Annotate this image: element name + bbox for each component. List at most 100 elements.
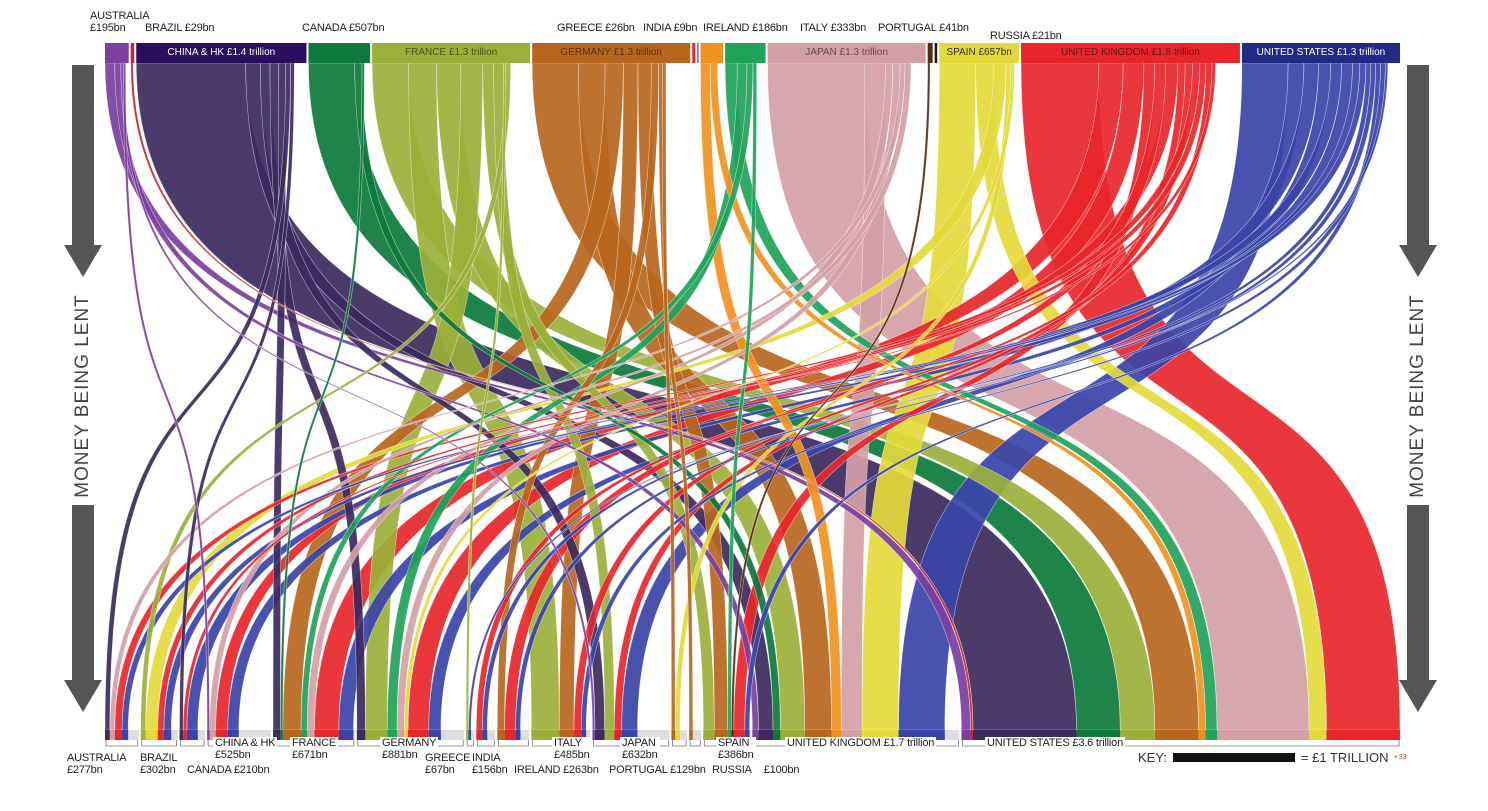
borrower-name: AUSTRALIA xyxy=(67,752,127,764)
lender-name: CANADA £507bn xyxy=(302,22,385,34)
lender-name: RUSSIA £21bn xyxy=(990,30,1062,42)
borrower-name: SPAIN xyxy=(718,737,750,749)
borrower-stripe xyxy=(365,730,388,740)
lender-segment-france xyxy=(372,43,531,63)
borrower-amount: £485bn xyxy=(554,749,590,761)
lender-segment-united-states xyxy=(1241,43,1400,63)
borrower-stripe xyxy=(573,730,582,740)
borrower-amount: £881bn xyxy=(382,749,418,761)
lender-name: ITALY £333bn xyxy=(800,22,867,34)
flow-band-germany-to-portugal xyxy=(661,62,676,731)
borrower-amount: £277bn xyxy=(67,764,103,776)
key-scale-bar xyxy=(1172,753,1295,762)
borrower-label-india: INDIA £156bn xyxy=(470,752,510,776)
borrower-amount: £632bn xyxy=(622,749,658,761)
flow-band-france-to-brazil xyxy=(140,62,512,731)
lender-segment-brazil xyxy=(130,43,135,63)
borrower-stripe xyxy=(140,730,146,740)
borrower-stripe xyxy=(163,730,172,740)
borrower-amount: £302bn xyxy=(140,764,176,776)
lender-segment-spain xyxy=(939,43,1020,63)
borrower-name: INDIA xyxy=(472,752,501,764)
borrower-stripe xyxy=(970,730,973,740)
borrower-bracket xyxy=(141,740,177,747)
flow-band-united-states-to-greece xyxy=(468,62,1389,731)
key-label: KEY: xyxy=(1138,750,1167,765)
lender-label-spain: SPAIN £657bn xyxy=(946,47,1012,58)
lender-label-india: INDIA £9bn xyxy=(643,22,697,34)
borrower-stripe xyxy=(773,730,781,740)
borrower-stripe xyxy=(1205,730,1217,740)
borrower-stripe xyxy=(898,730,945,740)
borrower-stripe xyxy=(179,730,184,740)
borrower-stripe xyxy=(703,730,715,740)
borrower-stripe xyxy=(314,730,339,740)
borrower-stripe xyxy=(861,730,899,740)
borrower-stripe xyxy=(1309,730,1327,740)
key-value: = £1 TRILLION xyxy=(1300,750,1389,765)
right-side-label: MONEY BEING LENT xyxy=(1407,294,1428,498)
borrower-stripe xyxy=(109,730,115,740)
lender-segment-china-hk xyxy=(136,43,307,63)
lender-amount: £195bn xyxy=(90,22,126,34)
lender-segment-germany xyxy=(532,43,691,63)
borrower-bracket xyxy=(466,740,474,747)
flow-band-australia-to-japan xyxy=(120,62,596,731)
borrower-stripe xyxy=(604,730,615,740)
lender-segment-russia xyxy=(934,43,938,63)
borrower-stripe xyxy=(727,730,732,740)
borrower-stripe xyxy=(186,730,198,740)
borrower-amount: £100bn xyxy=(763,764,800,776)
flow-band-united-kingdom-to-brazil xyxy=(157,62,1207,731)
left-arrow-shaft-bottom xyxy=(72,505,94,680)
borrower-stripe xyxy=(671,730,676,740)
borrower-name: ITALY xyxy=(554,737,582,749)
borrower-label-russia: RUSSIA £100bn xyxy=(710,764,802,776)
borrower-label-united-states: UNITED STATES £3.6 trillion xyxy=(985,737,1126,749)
borrower-stripe xyxy=(1154,730,1199,740)
lender-label-japan: JAPAN £1.3 trillion xyxy=(805,47,888,58)
borrower-stripe xyxy=(804,730,832,740)
borrower-stripe xyxy=(504,730,516,740)
borrower-name: PORTUGAL £129bn xyxy=(609,764,706,776)
borrower-stripe xyxy=(356,730,366,740)
borrower-stripe xyxy=(273,730,281,740)
borrower-label-spain: SPAIN £386bn xyxy=(716,737,756,761)
borrower-stripe xyxy=(581,730,587,740)
left-arrow-head-top xyxy=(64,245,102,277)
borrower-stripe xyxy=(1076,730,1121,740)
borrower-stripe xyxy=(1216,730,1310,740)
lender-label-brazil: BRAZIL £29bn xyxy=(145,22,215,34)
lender-label-italy: ITALY £333bn xyxy=(800,22,866,34)
lender-label-australia: AUSTRALIA £195bn xyxy=(90,10,150,34)
source-mark: • 33 xyxy=(1394,754,1407,761)
lender-segment-united-kingdom xyxy=(1021,43,1240,63)
borrower-stripe xyxy=(961,730,971,740)
lender-label-france: FRANCE £1.3 trillion xyxy=(404,47,498,58)
borrower-stripe xyxy=(621,730,638,740)
borrower-bracket xyxy=(476,740,495,747)
borrower-stripe xyxy=(689,730,693,740)
borrower-stripe xyxy=(122,730,129,740)
borrower-bracket xyxy=(180,740,205,747)
borrower-label-japan: JAPAN £632bn xyxy=(620,737,660,761)
borrower-stripe xyxy=(227,730,239,740)
flow-band-canada-to-france xyxy=(280,62,365,731)
borrower-label-france: FRANCE £671bn xyxy=(290,737,339,761)
borrower-stripe xyxy=(280,730,283,740)
borrower-label-greece: GREECE £67bn xyxy=(423,752,473,776)
borrower-stripe xyxy=(594,730,605,740)
right-arrow-shaft-top xyxy=(1407,65,1429,245)
borrower-name: GERMANY xyxy=(382,737,437,749)
borrower-label-canada: CANADA £210bn xyxy=(185,764,272,776)
borrower-name: CANADA £210bn xyxy=(187,764,270,776)
borrower-segment-russia xyxy=(689,730,702,740)
lender-name: GREECE £26bn xyxy=(557,22,635,34)
borrower-label-china-hk: CHINA & HK £525bn xyxy=(213,737,278,761)
borrower-stripe xyxy=(207,730,210,740)
lender-name: INDIA £9bn xyxy=(643,22,698,34)
borrower-stripe xyxy=(468,730,472,740)
borrower-amount: £525bn xyxy=(215,749,251,761)
borrower-stripe xyxy=(531,730,560,740)
